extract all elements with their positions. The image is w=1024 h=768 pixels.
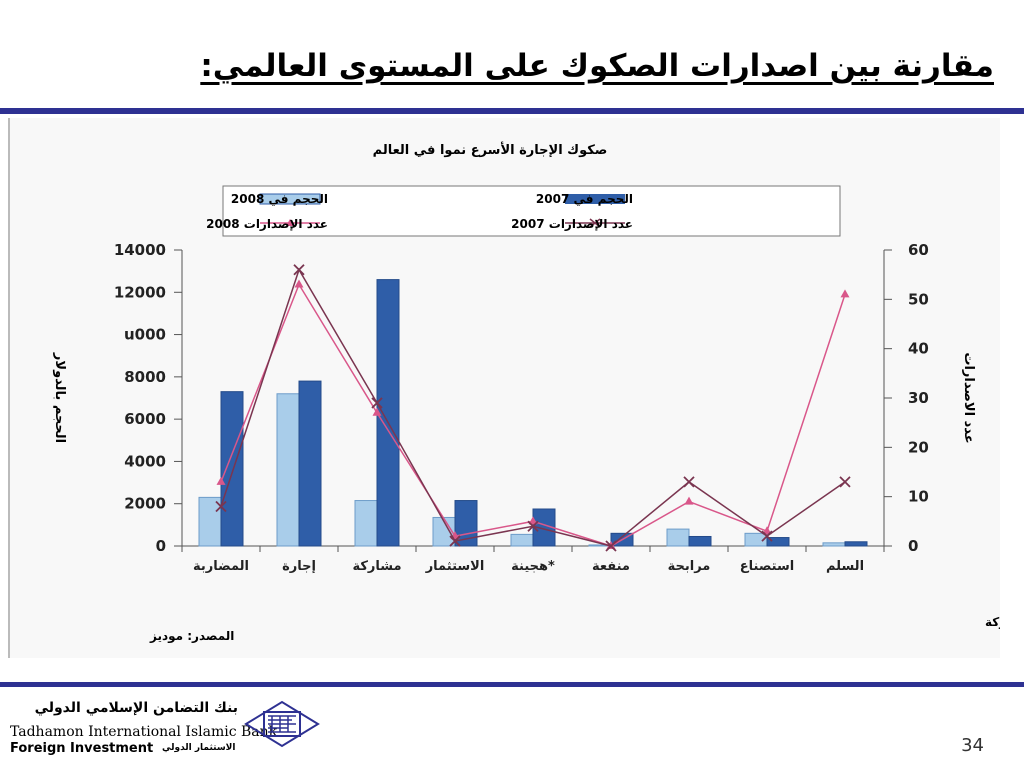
chart-title: صكوك الإجارة الأسرع نموا في العالم bbox=[373, 141, 608, 158]
y2-tick-label: 0 bbox=[908, 537, 918, 555]
point-2007 bbox=[449, 535, 461, 547]
bar-2008 bbox=[666, 528, 690, 547]
point-2007 bbox=[371, 397, 383, 409]
bank-name-en: Tadhamon International Islamic Bank bbox=[10, 724, 278, 740]
x-tick-label: مشاركة bbox=[352, 559, 401, 574]
y-tick-label: u000 bbox=[124, 326, 166, 344]
bar-2007 bbox=[688, 535, 712, 547]
y2-tick-label: 30 bbox=[908, 389, 929, 407]
bar-2007 bbox=[376, 279, 400, 547]
x-tick-label: الاستثمار bbox=[425, 559, 485, 574]
x-tick-label: منفعة bbox=[592, 559, 630, 574]
y-tick-label: 4000 bbox=[124, 452, 166, 470]
x-tick-label: مرابحة bbox=[668, 559, 711, 574]
bank-emblem-icon bbox=[244, 700, 320, 748]
chart-footnote: *هجينة تعني خلط هيلكة المرابحة وهيكلة ال… bbox=[985, 615, 1000, 630]
chart-frame: صكوك الإجارة الأسرع نموا في العالم الحجم… bbox=[8, 118, 1024, 658]
legend-marker-line-2008 bbox=[286, 219, 294, 226]
point-2008 bbox=[216, 476, 226, 485]
slide-title: مقارنة بين اصدارات الصكوك على المستوى ال… bbox=[200, 48, 994, 84]
bar-2007 bbox=[766, 537, 790, 547]
bar-2008 bbox=[510, 533, 534, 547]
bar-2007 bbox=[220, 391, 244, 547]
legend-label-bar-2007: الحجم في 2007 bbox=[536, 192, 633, 206]
y-tick-label: 8000 bbox=[124, 368, 166, 386]
y2-axis-label: عدد الاصدارات bbox=[961, 352, 976, 443]
point-2007 bbox=[527, 520, 539, 532]
plot-area: 0 2000 4000 6000 8000 u000 12000 14000 0 10 20 30 40… bbox=[114, 241, 929, 574]
y2-tick-label: 60 bbox=[908, 241, 929, 259]
y2-tick-label: 20 bbox=[908, 438, 929, 456]
bar-2008 bbox=[354, 500, 378, 547]
y2-tick-label: 40 bbox=[908, 340, 929, 358]
point-2007 bbox=[605, 540, 617, 552]
point-2007 bbox=[683, 476, 695, 488]
y-axis-label: الحجم بالدولار bbox=[52, 352, 67, 443]
bar-2007 bbox=[298, 380, 322, 547]
bar-2008 bbox=[276, 393, 300, 547]
point-2007 bbox=[839, 476, 851, 488]
y-tick-label: 0 bbox=[156, 537, 166, 555]
legend-box bbox=[222, 185, 841, 237]
chart-source: المصدر: موديز bbox=[149, 629, 234, 644]
legend-swatch-bar-2007 bbox=[565, 194, 625, 204]
legend-marker-line-2007 bbox=[589, 218, 601, 228]
bar-2008 bbox=[822, 542, 846, 547]
x-tick-label: السلم bbox=[826, 559, 864, 574]
legend: الحجم في 2008 الحجم في 2007 عدد الإصدارا… bbox=[206, 185, 841, 237]
bar-2008 bbox=[198, 496, 222, 547]
y-tick-label: 2000 bbox=[124, 495, 166, 513]
point-2007 bbox=[293, 264, 305, 276]
page-number: 34 bbox=[961, 735, 984, 756]
legend-swatch-bar-2008 bbox=[259, 193, 321, 205]
point-2008 bbox=[372, 407, 382, 416]
x-tick-label: استصناع bbox=[740, 559, 794, 574]
point-2008 bbox=[840, 289, 850, 298]
foreign-investment-ar: الاستثمار الدولي bbox=[162, 743, 236, 753]
legend-label-bar-2008: الحجم في 2008 bbox=[231, 192, 328, 206]
point-2007 bbox=[215, 500, 227, 513]
bank-name-ar: بنك التضامن الإسلامي الدولي bbox=[34, 700, 238, 716]
title-divider bbox=[0, 108, 1024, 114]
x-tick-label: إجارة bbox=[282, 559, 316, 574]
y-tick-label: 14000 bbox=[114, 241, 166, 259]
y2-tick-label: 50 bbox=[908, 290, 929, 308]
sukuk-chart: صكوك الإجارة الأسرع نموا في العالم الحجم… bbox=[52, 141, 1024, 644]
x-tick-label: *هجينة bbox=[511, 559, 555, 574]
y-tick-label: 6000 bbox=[124, 410, 166, 428]
bank-logo: بنك التضامن الإسلامي الدولي Tadhamon Int… bbox=[10, 700, 330, 760]
point-2008 bbox=[762, 526, 772, 535]
y-tick-label: 12000 bbox=[114, 283, 166, 301]
y2-tick-label: 10 bbox=[908, 488, 929, 506]
legend-label-line-2008: عدد الإصدارات 2008 bbox=[206, 217, 328, 231]
point-2007 bbox=[761, 530, 773, 542]
point-2008 bbox=[294, 279, 304, 288]
foreign-investment-en: Foreign Investment bbox=[10, 741, 154, 756]
x-tick-label: المضاربة bbox=[193, 559, 249, 574]
point-2008 bbox=[684, 496, 694, 505]
footer-divider bbox=[0, 682, 1024, 687]
point-2008 bbox=[528, 516, 538, 525]
legend-label-line-2007: عدد الإصدارات 2007 bbox=[511, 217, 633, 231]
bar-2007 bbox=[844, 541, 868, 547]
